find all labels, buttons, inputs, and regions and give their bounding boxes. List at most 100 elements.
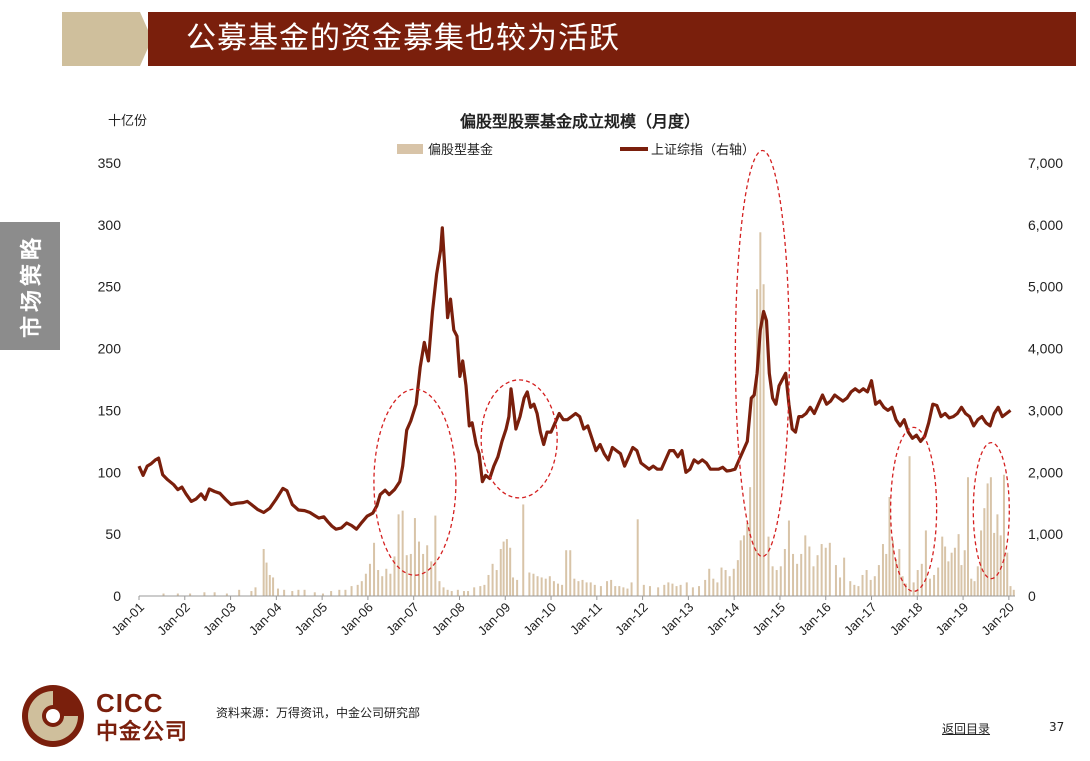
bar <box>272 577 275 596</box>
bar <box>491 563 494 596</box>
bar <box>908 456 911 596</box>
bar <box>622 587 625 596</box>
bar <box>599 586 602 596</box>
right-axis-tick-label: 6,000 <box>1028 217 1063 233</box>
bar <box>548 576 551 596</box>
bar <box>933 574 936 596</box>
legend: 偏股型基金 上证综指（右轴） <box>397 142 755 158</box>
bar <box>685 582 688 596</box>
right-axis-tick-label: 3,000 <box>1028 402 1063 418</box>
bar <box>593 584 596 596</box>
bar <box>712 578 715 596</box>
bar <box>716 582 719 596</box>
bar <box>759 232 762 596</box>
bar <box>297 589 300 596</box>
bar <box>426 545 429 596</box>
bar <box>487 574 490 596</box>
bar <box>920 563 923 596</box>
bar <box>937 567 940 596</box>
bar <box>657 587 660 596</box>
x-axis-tick-label: Jan-17 <box>841 600 880 639</box>
bar <box>996 514 999 596</box>
bar <box>843 557 846 596</box>
bar <box>162 593 165 596</box>
bar <box>540 577 543 596</box>
bar <box>749 487 752 596</box>
x-axis-tick-label: Jan-02 <box>154 600 193 639</box>
bar <box>989 477 992 596</box>
bar <box>983 508 986 596</box>
bar <box>849 581 852 596</box>
bar <box>742 535 745 596</box>
bar <box>986 483 989 596</box>
x-axis-tick-label: Jan-10 <box>520 600 559 639</box>
bar <box>834 565 837 596</box>
bar <box>442 587 445 596</box>
bar <box>456 589 459 596</box>
bar <box>924 530 927 596</box>
bar <box>581 579 584 596</box>
bar <box>368 563 371 596</box>
bar <box>573 578 576 596</box>
x-axis-tick-label: Jan-06 <box>337 600 376 639</box>
bar <box>499 548 502 596</box>
bar <box>536 576 539 596</box>
bar <box>544 578 547 596</box>
left-axis-tick-label: 200 <box>98 341 122 357</box>
bar <box>724 570 727 596</box>
x-axis-tick-label: Jan-19 <box>932 600 971 639</box>
bar <box>577 581 580 596</box>
x-axis-tick-label: Jan-03 <box>200 600 239 639</box>
bar <box>891 540 894 596</box>
bar <box>771 566 774 596</box>
bar <box>532 573 535 596</box>
bar <box>254 587 257 596</box>
bar <box>389 573 392 596</box>
bar <box>422 553 425 596</box>
x-axis-tick-label: Jan-15 <box>749 600 788 639</box>
left-axis-tick-label: 100 <box>98 464 122 480</box>
bar <box>885 553 888 596</box>
bar <box>970 578 973 596</box>
bar <box>671 583 674 596</box>
bar <box>873 576 876 596</box>
bar <box>953 547 956 596</box>
title-banner-accent <box>62 12 140 66</box>
bar <box>762 284 765 596</box>
bar <box>732 568 735 596</box>
bar <box>446 589 449 596</box>
highlight-ellipse <box>480 379 558 499</box>
bar <box>393 556 396 596</box>
bar <box>556 583 559 596</box>
bar <box>213 592 216 596</box>
bar <box>330 591 333 596</box>
bar <box>438 581 441 596</box>
x-axis-tick-label: Jan-05 <box>292 600 331 639</box>
bar <box>225 593 228 596</box>
cicc-logo <box>20 683 86 753</box>
bar <box>636 519 639 596</box>
back-to-contents-link[interactable]: 返回目录 <box>942 722 991 736</box>
left-axis-tick-label: 300 <box>98 217 122 233</box>
bar <box>1006 552 1009 596</box>
bar <box>648 586 651 596</box>
x-axis-tick-label: Jan-07 <box>383 600 422 639</box>
bar <box>904 583 907 596</box>
bar <box>413 518 416 596</box>
bar <box>800 553 803 596</box>
bar <box>283 589 286 596</box>
bar <box>787 520 790 596</box>
x-axis-tick-label: Jan-08 <box>429 600 468 639</box>
bar <box>824 547 827 596</box>
side-tab[interactable]: 市场策略 <box>0 222 60 350</box>
bar <box>473 587 476 596</box>
bar <box>522 504 525 596</box>
bar <box>916 570 919 596</box>
right-axis-tick-label: 1,000 <box>1028 526 1063 542</box>
bar <box>869 579 872 596</box>
bar <box>434 515 437 596</box>
x-axis-tick-label: Jan-01 <box>108 600 147 639</box>
logo-text-cn: 中金公司 <box>96 720 189 745</box>
bar <box>976 566 979 596</box>
bar <box>401 510 404 596</box>
